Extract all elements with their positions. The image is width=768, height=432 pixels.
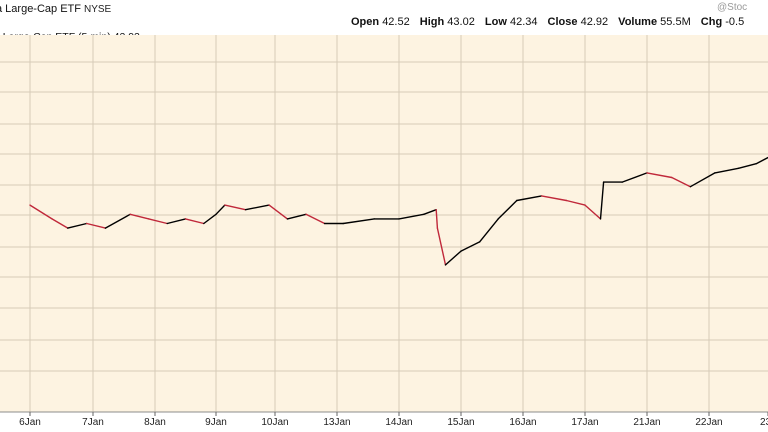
price-segment <box>423 208 437 216</box>
price-segment <box>565 199 586 206</box>
close-value: 42.92 <box>580 16 609 28</box>
price-segment <box>268 204 289 220</box>
price-segment <box>478 218 499 243</box>
x-axis-ticks: 6Jan 7Jan 8Jan 9Jan 10Jan 13Jan 14Jan 15Jan 16Ja… <box>19 412 768 428</box>
x-tick-label: 9Jan <box>205 417 227 428</box>
price-segment <box>671 176 692 188</box>
x-tick-label: 14Jan <box>385 417 412 428</box>
price-segment <box>129 213 150 220</box>
price-segment <box>166 218 187 225</box>
volume-value: 55.5M <box>660 16 691 28</box>
price-segment <box>85 222 107 229</box>
grid-lines <box>0 35 768 413</box>
price-segment <box>444 250 462 266</box>
price-segment <box>497 199 518 220</box>
price-segment <box>646 172 673 179</box>
x-tick-label: 6Jan <box>19 417 41 428</box>
change-label: Chg <box>700 16 723 28</box>
price-segment <box>342 218 375 225</box>
price-segment <box>460 241 481 252</box>
price-segment <box>540 195 568 202</box>
price-segment <box>67 222 88 229</box>
change-value: -0.5 <box>725 16 745 28</box>
plot-background <box>0 35 768 412</box>
price-segment <box>51 218 69 229</box>
low-label: Low <box>484 16 507 28</box>
low-value: 42.34 <box>509 16 538 28</box>
close-label: Close <box>547 16 578 28</box>
chart-title: a Large-Cap ETF NYSE <box>0 3 111 15</box>
price-segment <box>621 172 648 183</box>
price-segment <box>398 213 425 220</box>
price-segment <box>148 218 168 225</box>
price-segment <box>224 204 247 211</box>
x-tick-label: 16Jan <box>509 417 536 428</box>
open-label: Open <box>351 16 380 28</box>
price-segment <box>244 204 270 211</box>
price-segment <box>203 213 217 225</box>
price-segment <box>215 204 226 216</box>
ohlc-readout: Open 42.52 High 43.02 Low 42.34 Close 42… <box>351 16 744 28</box>
price-segment <box>755 156 768 165</box>
open-value: 42.52 <box>382 16 410 28</box>
price-segment <box>737 162 757 170</box>
exchange-label: NYSE <box>83 4 112 15</box>
x-tick-label: 8Jan <box>144 417 166 428</box>
price-segment <box>435 208 439 229</box>
price-segment <box>516 195 543 202</box>
x-tick-label: 23J <box>760 417 768 428</box>
price-segment <box>184 218 205 225</box>
price-series <box>29 156 768 266</box>
price-segment <box>29 204 53 220</box>
price-segment <box>714 167 740 174</box>
high-label: High <box>419 16 445 28</box>
x-tick-label: 21Jan <box>633 417 660 428</box>
x-tick-label: 15Jan <box>447 417 474 428</box>
x-tick-label: 22Jan <box>695 417 722 428</box>
high-value: 43.02 <box>447 16 475 28</box>
price-segment <box>436 227 447 266</box>
price-segment <box>305 213 326 225</box>
price-segment <box>599 181 605 220</box>
x-tick-label: 7Jan <box>82 417 104 428</box>
price-segment <box>584 204 602 220</box>
x-tick-label: 13Jan <box>323 417 350 428</box>
x-tick-label: 10Jan <box>261 417 288 428</box>
price-segment <box>104 213 131 229</box>
price-segment <box>689 172 716 188</box>
symbol-name: a Large-Cap ETF <box>0 3 81 15</box>
price-segment <box>286 213 307 220</box>
volume-label: Volume <box>618 16 658 28</box>
x-tick-label: 17Jan <box>571 417 598 428</box>
watermark-text: @Stoc <box>717 2 748 13</box>
